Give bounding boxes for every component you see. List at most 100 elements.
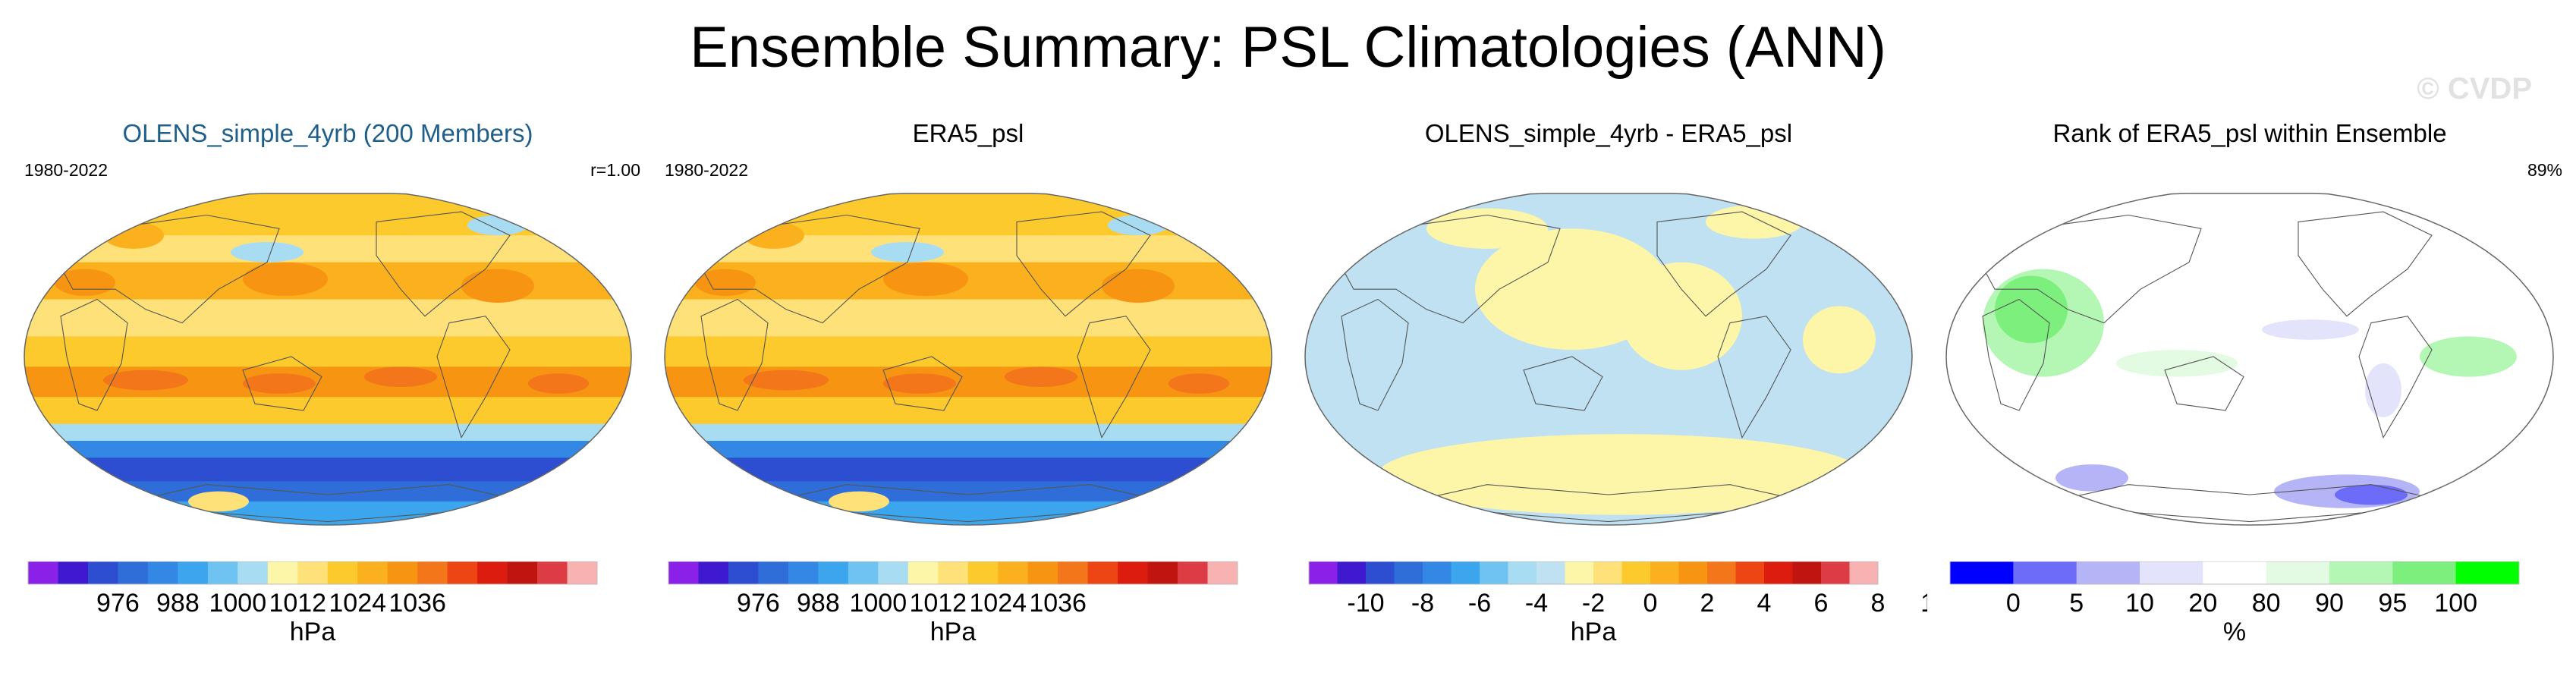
colorbar-tick-label: 8 [1871,589,1886,618]
colorbar-tick-label: 1000 [209,589,266,618]
cvdp-watermark: © CVDP [2417,72,2532,105]
map-model-climatology [24,193,632,526]
panel-title: OLENS_simple_4yrb - ERA5_psl [1424,119,1793,147]
colorbar-swatch [297,561,329,584]
colorbar-swatch [1058,561,1089,584]
colorbar-tick-label: 1000 [849,589,907,618]
map-field [24,193,631,525]
continent-outline [1717,316,1791,439]
difference-feature [1803,306,1876,374]
panel-rank: Rank of ERA5_psl within Ensemble 89% 0 5 1… [1931,114,2568,668]
map-field [1946,193,2553,525]
difference-feature [1621,262,1742,370]
continent-outline [1656,211,1791,317]
colorbar-frame [1949,561,2520,585]
panel-title: OLENS_simple_4yrb (200 Members) [122,119,533,147]
colorbar-units: hPa [290,618,336,646]
continent-outline [1077,316,1151,439]
pressure-feature [744,369,829,391]
colorbar-tick-label: -4 [1525,589,1548,618]
colorbar-swatch [507,561,538,584]
colorbar-tick-label: -8 [1411,589,1434,618]
pressure-feature [243,262,328,297]
continent-outline [436,316,511,439]
pressure-feature [883,373,956,394]
pressure-feature [1102,269,1175,303]
colorbar-swatch [698,561,729,584]
colorbar-swatch [1337,561,1367,584]
pressure-band [24,262,631,300]
pressure-feature [744,222,804,249]
colorbar-tick-label: 1036 [388,589,446,618]
colorbar-swatch [447,561,478,584]
continent-outline [1982,298,2050,411]
colorbar-swatch [788,561,819,584]
colorbar-swatch [2076,561,2140,584]
panel-model-climatology: OLENS_simple_4yrb (200 Members) 1980-202… [9,114,646,668]
colorbar-tick-label: 1024 [329,589,386,618]
map-border [664,193,1272,526]
colorbar-model-climatology: 976 988 1000 1012 1024 1036 hPa [27,561,598,646]
colorbar-tick-label: 1036 [1029,589,1087,618]
difference-feature [1426,208,1548,249]
pressure-band [665,457,1272,483]
continent-outline [54,214,280,324]
pressure-feature [528,373,589,394]
pressure-feature [1168,373,1229,394]
colorbar-tick-label: 5 [2069,589,2084,618]
colorbar-swatch [818,561,849,584]
colorbar-swatch [1027,561,1058,584]
rank-feature [2055,464,2128,492]
colorbar-frame [668,561,1238,585]
colorbar-swatch [58,561,89,584]
pressure-band [665,336,1272,368]
map-field [1305,193,1912,525]
colorbar-tick-label: 1012 [909,589,967,618]
colorbar-swatch [1178,561,1209,584]
colorbar-swatch [417,561,448,584]
colorbar-swatch [1480,561,1508,584]
colorbar-swatch [1147,561,1178,584]
map-rank [1945,193,2554,526]
continent-outline [755,484,1181,523]
colorbar-swatch [2203,561,2267,584]
pressure-band [665,299,1272,338]
pressure-feature [461,269,534,303]
pressure-band [665,441,1272,459]
rank-feature [1995,275,2068,344]
panel-period: 1980-2022 [665,160,748,180]
colorbar-swatch [1735,561,1765,584]
colorbar-tick-label: 90 [2315,589,2344,618]
colorbar-swatch [1423,561,1452,584]
pressure-band [665,397,1272,425]
pressure-feature [871,242,944,263]
pressure-band [665,423,1272,442]
colorbar-swatch [2392,561,2457,584]
colorbar-swatch [237,561,269,584]
figure-title: Ensemble Summary: PSL Climatologies (ANN… [690,15,1886,80]
continent-outline [2037,484,2463,523]
colorbar-swatch [1087,561,1118,584]
colorbar-swatch [1950,561,2014,584]
colorbar-swatch [2329,561,2393,584]
colorbar-tick-label: 20 [2188,589,2217,618]
colorbar-swatch [1593,561,1622,584]
colorbar-tick-label: 988 [156,589,200,618]
colorbar-swatch [387,561,418,584]
colorbar-swatch [178,561,209,584]
pressure-feature [103,369,188,391]
colorbar-swatch [1309,561,1338,584]
colorbar-tick-label: 976 [737,589,780,618]
continent-outline [1335,214,1561,324]
pressure-band [24,441,631,459]
colorbar-swatch [2013,561,2077,584]
panel-title: ERA5_psl [912,119,1024,147]
colorbar-tick-label: 2 [1700,589,1715,618]
colorbar-swatch [728,561,759,584]
colorbar-obs-climatology: 976 988 1000 1012 1024 1036 hPa [668,561,1238,646]
continent-outline [242,356,322,411]
colorbar-swatch [878,561,909,584]
colorbar-swatch [1536,561,1565,584]
continent-outline [882,356,963,411]
panel-period: 1980-2022 [24,160,108,180]
